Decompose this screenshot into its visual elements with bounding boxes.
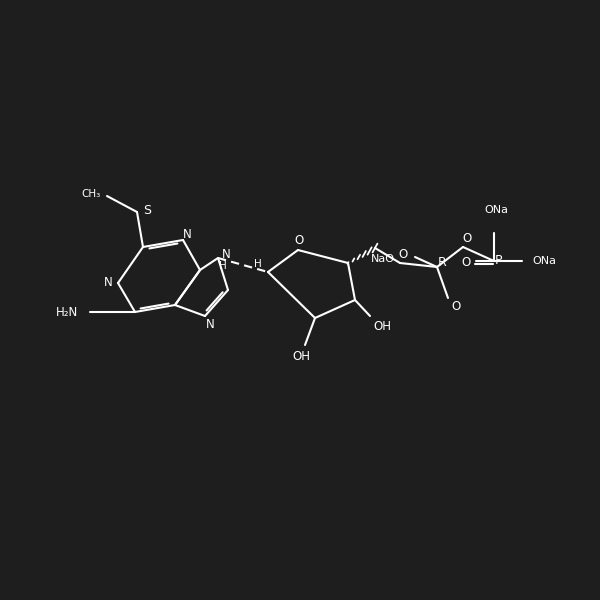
Text: ONa: ONa [532,256,556,266]
Text: OH: OH [292,350,310,364]
Text: ONa: ONa [484,205,508,215]
Text: CH₃: CH₃ [82,189,101,199]
Text: R: R [437,257,446,269]
Text: N: N [221,247,230,260]
Text: OH: OH [373,319,391,332]
Text: H₂N: H₂N [56,305,78,319]
Text: O: O [398,248,407,262]
Text: H: H [254,259,262,269]
Text: N: N [182,229,191,241]
Text: S: S [143,203,151,217]
Text: O: O [451,301,461,313]
Text: H: H [219,261,227,271]
Text: O: O [461,256,470,269]
Text: NaO: NaO [371,254,395,264]
Text: O: O [463,232,472,245]
Text: N: N [104,277,112,289]
Text: N: N [206,317,214,331]
Text: O: O [295,233,304,247]
Text: P: P [495,253,503,266]
